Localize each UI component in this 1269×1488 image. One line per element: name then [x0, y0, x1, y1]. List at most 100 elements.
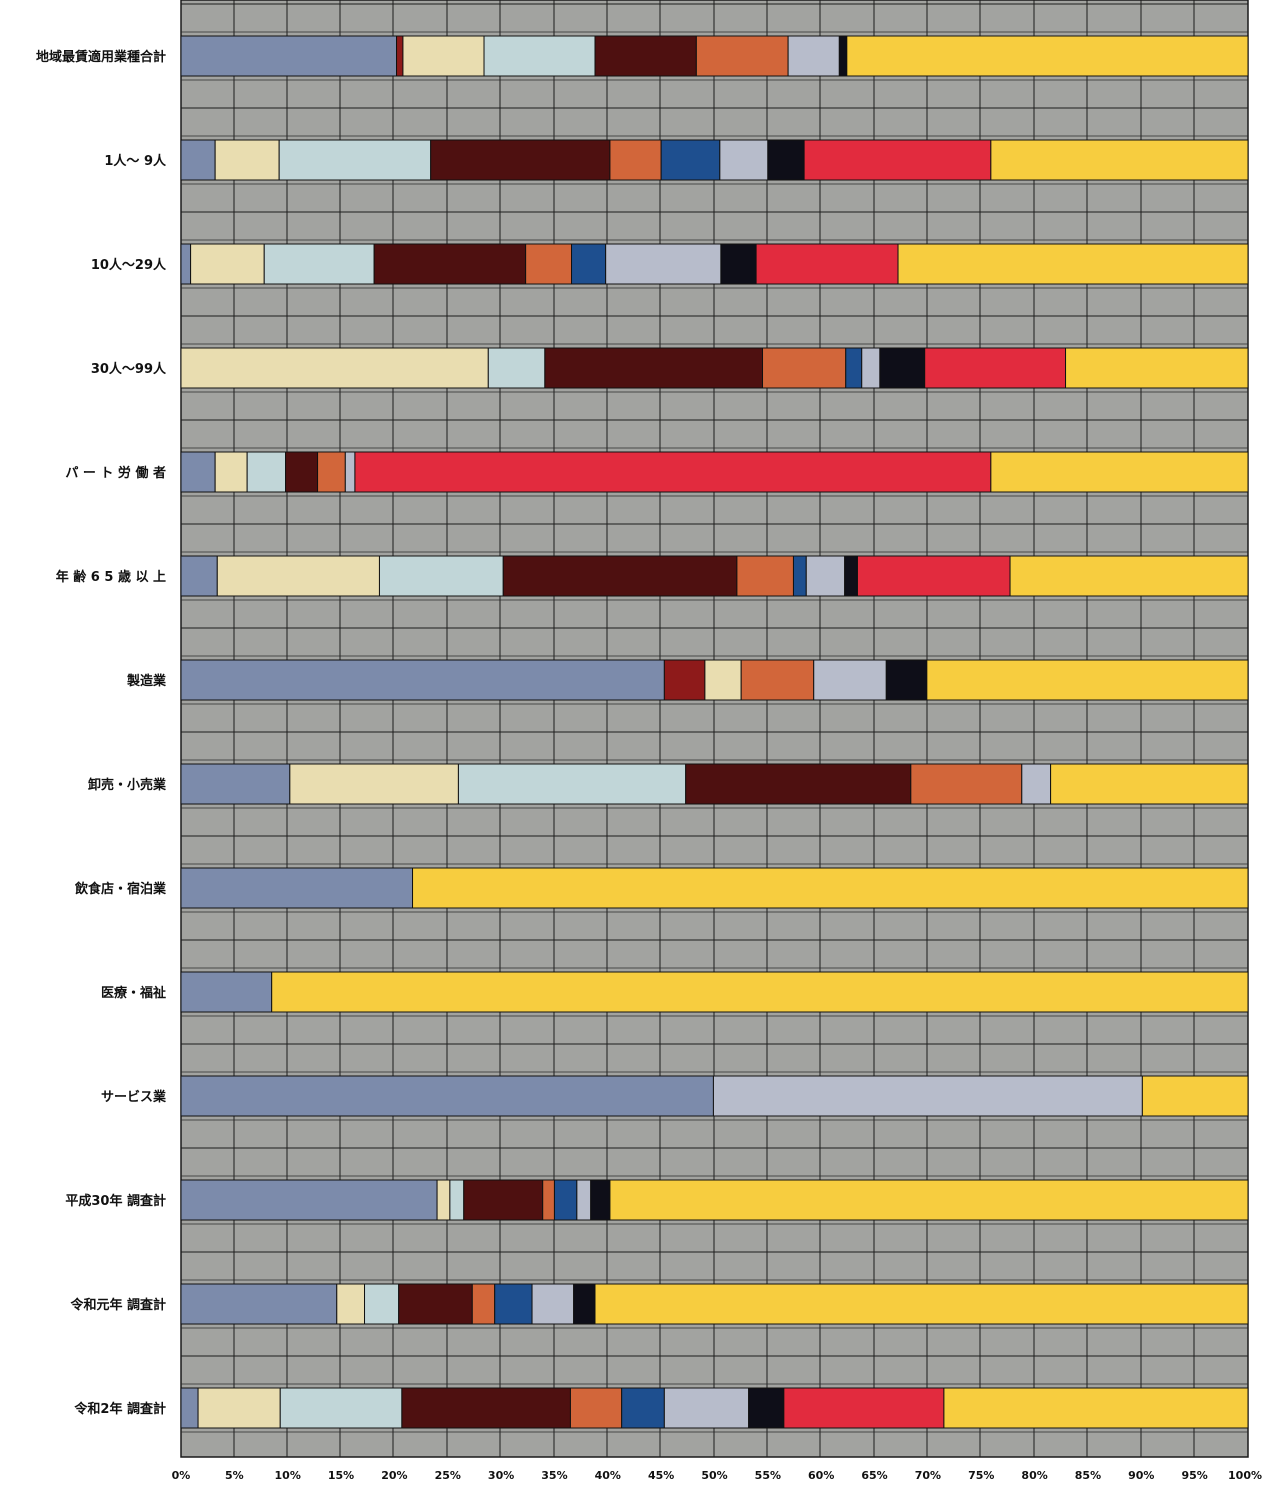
bar-segment	[180, 971, 273, 1013]
bar-segment	[544, 347, 764, 389]
bar-segment	[364, 1283, 400, 1325]
bar-segment	[214, 451, 248, 493]
bar-segment	[1065, 347, 1249, 389]
x-tick-label: 65%	[861, 1469, 887, 1482]
bar-segment	[289, 763, 459, 805]
bar-segment	[180, 347, 489, 389]
bar-segment	[471, 1283, 496, 1325]
x-tick-label: 50%	[701, 1469, 727, 1482]
bar-segment	[594, 1283, 1249, 1325]
bar-segment	[525, 243, 573, 285]
bar-segment	[838, 35, 848, 77]
bar-segment	[897, 243, 1249, 285]
bar-segment	[180, 35, 398, 77]
bar-segment	[354, 451, 992, 493]
bar-segment	[246, 451, 287, 493]
x-tick-label: 70%	[915, 1469, 941, 1482]
bar-segment	[805, 555, 846, 597]
bar-segment	[463, 1179, 544, 1221]
category-label: パ ー ト 労 働 者	[65, 465, 166, 481]
bar-segment	[609, 1179, 1249, 1221]
bar-segment	[436, 1179, 451, 1221]
bar-segment	[590, 1179, 611, 1221]
bar-segment	[571, 243, 607, 285]
x-tick-label: 25%	[435, 1469, 461, 1482]
bar-segment	[813, 659, 887, 701]
bar-segment	[180, 1075, 714, 1117]
bar-segment	[926, 659, 1249, 701]
bar-segment	[401, 1387, 571, 1429]
bar-segment	[180, 451, 216, 493]
bar-segment	[180, 867, 414, 909]
bar-segment	[502, 555, 738, 597]
bar-segment	[1050, 763, 1249, 805]
bar-segment	[719, 139, 769, 181]
bar-segment	[660, 139, 721, 181]
bar-segment	[449, 1179, 465, 1221]
bar-segment	[783, 1387, 945, 1429]
bar-segment	[180, 139, 216, 181]
bar-segment	[430, 139, 611, 181]
bar-segment	[569, 1387, 623, 1429]
bar-segment	[398, 1283, 473, 1325]
bar-segment	[487, 347, 546, 389]
bar-segment	[576, 1179, 592, 1221]
bar-segment	[621, 1387, 665, 1429]
bar-segment	[336, 1283, 366, 1325]
bar-segment	[180, 1179, 438, 1221]
bar-segment	[494, 1283, 533, 1325]
category-label: 1人～ 9人	[104, 153, 167, 169]
bar-segment	[263, 243, 375, 285]
x-tick-label: 45%	[648, 1469, 674, 1482]
bar-segment	[214, 139, 280, 181]
bar-segment	[378, 555, 504, 597]
bar-segment	[594, 35, 697, 77]
bar-segment	[402, 35, 485, 77]
bar-segment	[910, 763, 1023, 805]
category-label: 30人～99人	[91, 361, 167, 377]
x-tick-label: 15%	[328, 1469, 354, 1482]
x-tick-label: 40%	[595, 1469, 621, 1482]
bar-segment	[695, 35, 789, 77]
x-tick-label: 95%	[1181, 1469, 1207, 1482]
category-label: 平成30年 調査計	[65, 1193, 166, 1209]
x-tick-label: 35%	[541, 1469, 567, 1482]
bar-segment	[412, 867, 1249, 909]
x-tick-label: 85%	[1075, 1469, 1101, 1482]
bar-segment	[943, 1387, 1249, 1429]
bar-segment	[344, 451, 356, 493]
bar-segment	[317, 451, 346, 493]
bar-segment	[762, 347, 847, 389]
bar-segment	[180, 1387, 199, 1429]
x-tick-label: 55%	[755, 1469, 781, 1482]
bar-segment	[861, 347, 881, 389]
bar-segment	[216, 555, 380, 597]
x-tick-label: 0%	[172, 1469, 191, 1482]
category-label: 令和2年 調査計	[74, 1401, 166, 1417]
category-label: 飲食店・宿泊業	[74, 881, 167, 897]
bar-segment	[712, 1075, 1143, 1117]
x-tick-label: 75%	[968, 1469, 994, 1482]
bar-segment	[180, 763, 291, 805]
bar-segment	[846, 35, 1249, 77]
category-label: 年 齢 6 5 歳 以 上	[56, 569, 166, 585]
bar-segment	[373, 243, 527, 285]
bar-segment	[736, 555, 794, 597]
bar-segment	[1021, 763, 1052, 805]
category-label: 製造業	[126, 673, 167, 689]
bar-segment	[542, 1179, 555, 1221]
bar-segment	[180, 555, 218, 597]
category-label: 令和元年 調査計	[70, 1297, 166, 1313]
bar-segment	[531, 1283, 575, 1325]
bar-segment	[856, 555, 1011, 597]
bar-segment	[767, 139, 805, 181]
bar-segment	[803, 139, 992, 181]
bar-segment	[285, 451, 319, 493]
category-label: 地域最賃適用業種合計	[36, 49, 166, 65]
bar-segment	[990, 139, 1249, 181]
x-tick-label: 100%	[1228, 1469, 1262, 1482]
x-tick-label: 80%	[1021, 1469, 1047, 1482]
bar-segment	[553, 1179, 578, 1221]
bar-segment	[573, 1283, 596, 1325]
